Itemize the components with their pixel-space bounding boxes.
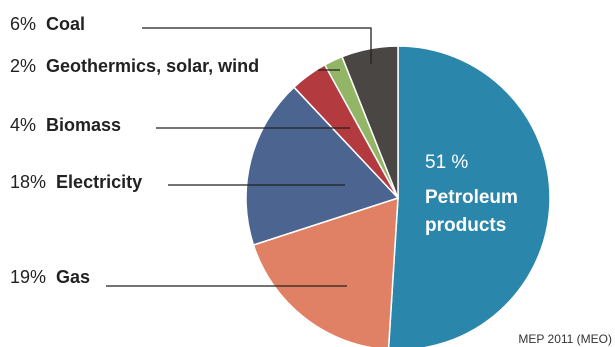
label-electricity-percent: 18%	[10, 172, 46, 192]
label-biomass: 4% Biomass	[10, 115, 121, 135]
label-coal-percent: 6%	[10, 14, 36, 34]
label-biomass-percent: 4%	[10, 115, 36, 135]
label-geothermics-name: Geothermics, solar, wind	[46, 56, 259, 76]
label-coal: 6% Coal	[10, 14, 85, 34]
label-biomass-name: Biomass	[46, 115, 121, 135]
inside-label-line2: products	[425, 215, 506, 236]
inside-label-line1: Petroleum	[425, 187, 518, 208]
label-geothermics: 2% Geothermics, solar, wind	[10, 56, 259, 76]
label-gas-name: Gas	[56, 267, 90, 287]
inside-label-percent: 51 %	[425, 152, 468, 173]
label-coal-name: Coal	[46, 14, 85, 34]
label-electricity: 18% Electricity	[10, 172, 142, 192]
source-note: MEP 2011 (MEO)	[518, 332, 612, 346]
label-gas-percent: 19%	[10, 267, 46, 287]
label-electricity-name: Electricity	[56, 172, 142, 192]
label-gas: 19% Gas	[10, 267, 90, 287]
label-geothermics-percent: 2%	[10, 56, 36, 76]
